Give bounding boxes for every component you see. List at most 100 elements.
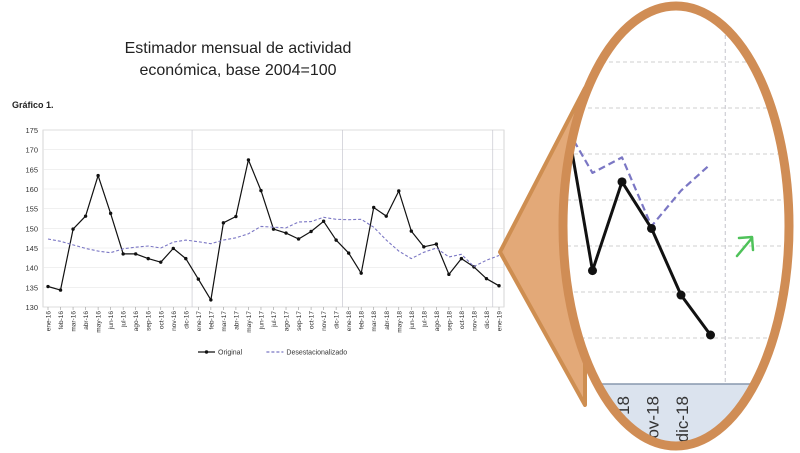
x-tick-label: abr-17 [233,311,240,330]
x-tick-label: sep-17 [296,311,303,331]
x-tick-label: ene-18 [346,311,353,332]
y-tick-label: 165 [25,165,38,174]
y-tick-label: 140 [25,264,38,273]
data-point [96,173,100,178]
data-point [171,246,175,251]
trend-up-arrow-icon [735,235,755,258]
x-tick-label: abr-18 [384,311,391,330]
chart-title-line-1: Estimador mensual de actividad [124,40,352,57]
data-point [484,276,489,281]
zoom-data-point [588,266,597,276]
data-point [397,189,401,193]
x-tick-label: feb-16 [58,311,65,330]
data-point [447,272,451,277]
data-point [58,288,63,292]
legend-label: Original [218,350,243,357]
x-tick-label: dic-16 [183,311,190,329]
y-tick-label: 160 [25,185,38,194]
data-point [284,231,288,235]
x-tick-label: ago-16 [133,311,140,332]
data-point [459,256,464,261]
x-tick-label: abr-16 [83,311,90,330]
y-tick-label: 145 [25,244,38,253]
data-point [434,242,439,246]
data-point [259,188,263,193]
x-tick-label: ene-16 [46,311,53,332]
chart-title-line-2: económica, base 2004=100 [139,62,337,79]
zoom-series-line-original [563,99,712,336]
x-tick-label: oct-17 [309,311,316,329]
legend-label: Desestacionalizado [286,350,347,357]
legend-marker [204,350,209,354]
data-point [46,284,50,289]
x-tick-label: jul-16 [121,311,128,328]
data-point [184,256,188,261]
zoom-data-point [617,177,627,187]
x-tick-label: oct-18 [459,311,466,329]
data-point [372,205,376,210]
series-line-desestacionalizado [47,216,500,268]
x-tick-label: dic-18 [484,311,491,329]
data-point [121,252,125,256]
y-tick-label: 150 [25,224,38,233]
x-tick-label: jun-18 [409,311,416,330]
x-tick-label: nov-17 [321,311,328,331]
data-point [108,211,113,216]
x-tick-label: sep-16 [146,311,153,331]
x-tick-label: jun-16 [108,311,115,330]
data-point [321,219,326,223]
data-point [346,251,351,255]
y-tick-label: 155 [25,205,38,214]
data-point [497,284,501,288]
data-point [246,158,251,162]
x-tick-label: dic-17 [334,311,341,329]
x-tick-label: may-17 [246,311,253,333]
magnifier-ring [558,1,794,451]
x-tick-label: mar-17 [221,311,228,332]
y-tick-label: 135 [25,283,38,292]
x-tick-label: feb-18 [359,311,366,330]
data-point [209,298,213,302]
zoom-x-tick-label: dic-18 [673,396,692,442]
x-tick-label: jun-17 [258,311,265,330]
data-point [234,214,238,219]
x-tick-label: ago-17 [284,311,291,332]
zoom-data-point [647,223,656,233]
x-tick-label: mar-16 [71,311,78,332]
x-tick-label: ene-17 [196,311,203,332]
data-point [384,214,388,218]
chart-figure-label: Gráfico 1. [12,100,54,110]
data-point [196,277,201,281]
data-point [334,238,338,242]
zoom-data-point [706,330,715,340]
zoom-data-point [676,290,686,300]
zoom-series-line-desestacionalizado [563,121,712,228]
x-tick-label: ene-19 [497,311,504,332]
data-point [409,229,414,233]
zoom-x-tick-label: nov-18 [644,396,663,448]
data-point [271,227,276,231]
data-point [359,271,363,275]
x-tick-label: feb-17 [208,311,215,330]
data-point [221,221,226,225]
y-tick-label: 175 [25,126,38,135]
zoom-data-point [563,95,568,105]
x-tick-label: ago-18 [434,311,441,332]
x-tick-label: jul-17 [271,311,278,328]
x-tick-label: may-16 [96,311,103,333]
data-point [296,237,301,241]
data-point [146,256,150,261]
data-point [83,214,88,218]
x-tick-label: sep-18 [446,311,453,331]
x-tick-label: mar-18 [371,311,378,332]
data-point [422,245,426,249]
y-tick-label: 130 [25,303,38,312]
y-tick-label: 170 [25,146,38,155]
x-tick-label: nov-18 [471,311,478,331]
data-point [133,252,138,256]
data-point [309,229,313,234]
x-tick-label: jul-18 [421,311,428,328]
chart-title: Estimador mensual de actividad económica… [88,38,388,82]
data-point [71,227,75,231]
